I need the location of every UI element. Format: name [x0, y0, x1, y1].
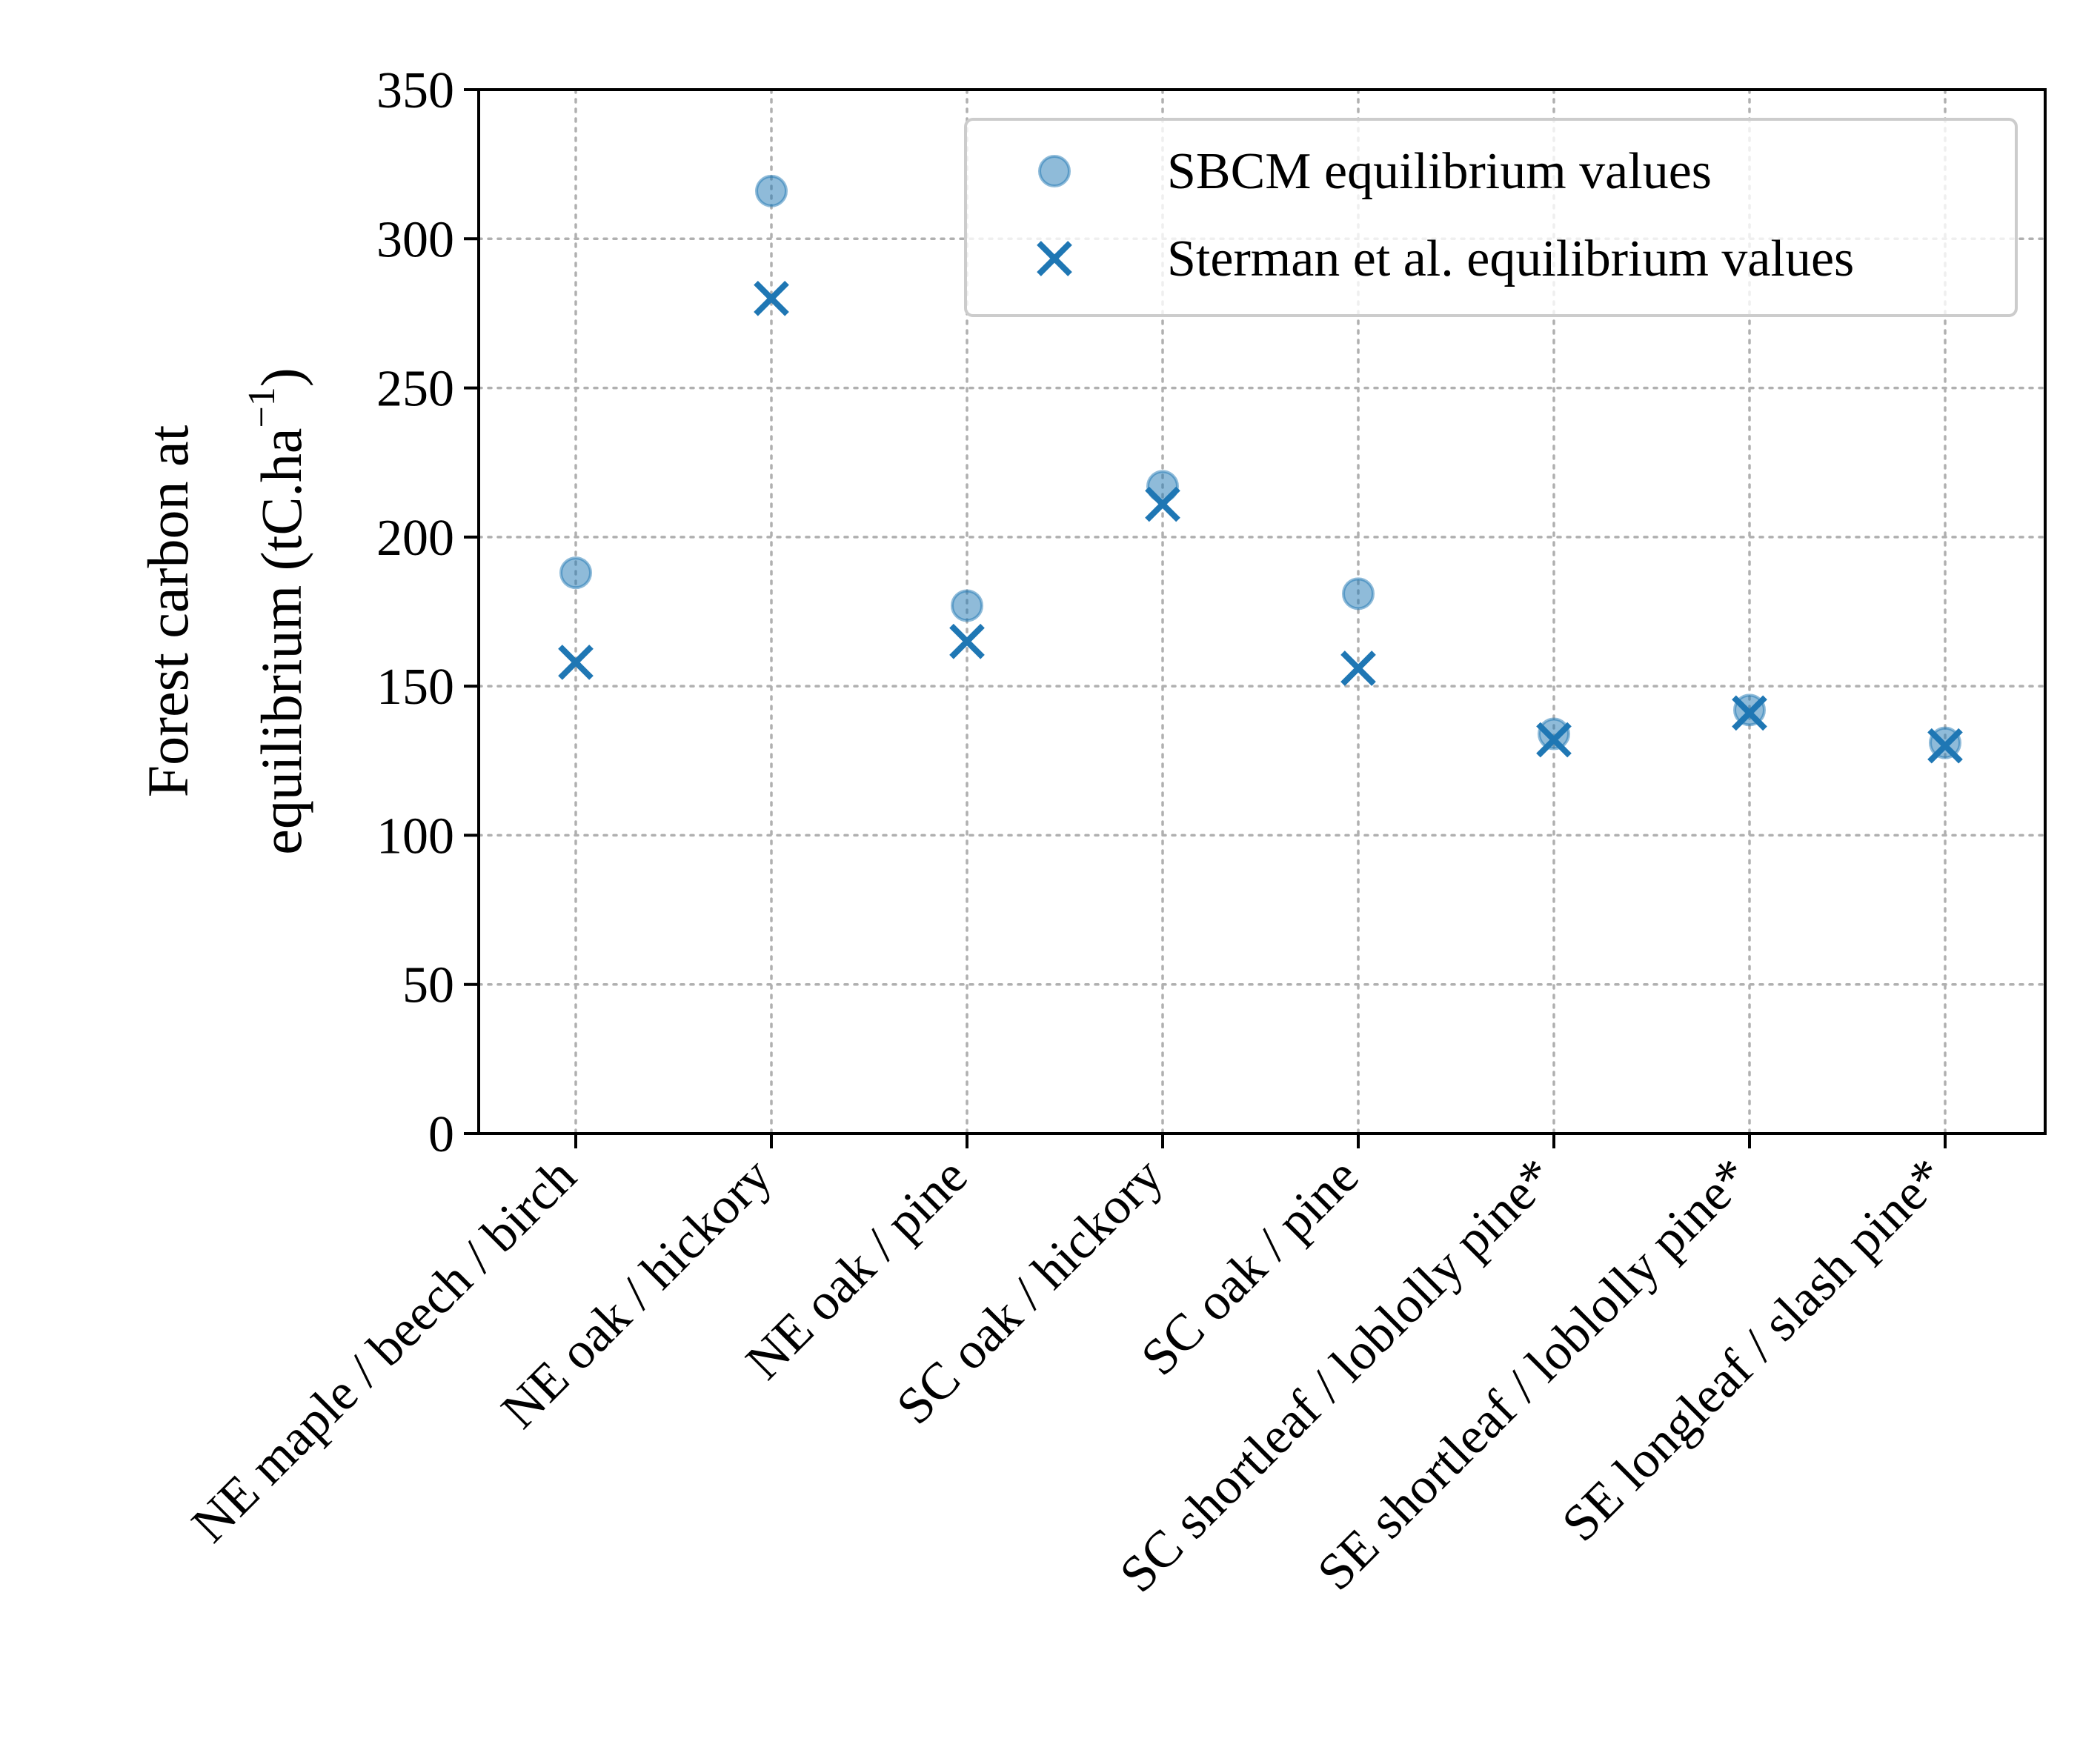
legend-box	[964, 118, 2018, 317]
y-axis-label-close-paren: )	[249, 367, 313, 387]
legend-label-sbcm: SBCM equilibrium values	[1167, 143, 1712, 200]
y-tick-label: 100	[376, 808, 454, 865]
sbcm-point	[951, 589, 983, 622]
y-tick-label: 300	[376, 211, 454, 268]
y-tick-label: 200	[376, 510, 454, 567]
y-tick-label: 250	[376, 361, 454, 418]
y-axis-label-main: equilibrium (tC.ha	[249, 428, 313, 855]
y-tick-label: 350	[376, 62, 454, 119]
legend-label-sterman: Sterman et al. equilibrium values	[1167, 230, 1854, 287]
sterman-point	[1145, 486, 1180, 522]
sterman-point	[558, 645, 594, 680]
y-tick-label: 150	[376, 659, 454, 716]
sterman-point	[1340, 651, 1376, 686]
sbcm-point	[755, 174, 788, 207]
sterman-point	[1732, 695, 1767, 731]
plot-frame	[477, 88, 2047, 1135]
y-axis-label-line1: Forest carbon at	[136, 425, 200, 797]
y-axis-label-line2: equilibrium (tC.ha−1)	[241, 367, 313, 855]
legend-circle-marker	[1038, 155, 1071, 187]
legend-x-marker	[1037, 241, 1072, 276]
sterman-point	[1927, 728, 1963, 764]
data-markers	[558, 174, 1963, 764]
legend: SBCM equilibrium values Sterman et al. eq…	[964, 118, 2018, 317]
y-tick-label: 50	[402, 957, 454, 1014]
sbcm-point	[559, 556, 592, 590]
sterman-point	[949, 623, 985, 659]
y-tick-label: 0	[428, 1106, 454, 1163]
sterman-point	[754, 280, 789, 316]
y-axis-label: Forest carbon at equilibrium (tC.ha−1)	[136, 367, 313, 855]
sterman-point	[1536, 722, 1572, 758]
sbcm-point	[1538, 717, 1570, 751]
y-axis-label-superscript: −1	[241, 387, 283, 427]
sbcm-point	[1342, 577, 1375, 610]
